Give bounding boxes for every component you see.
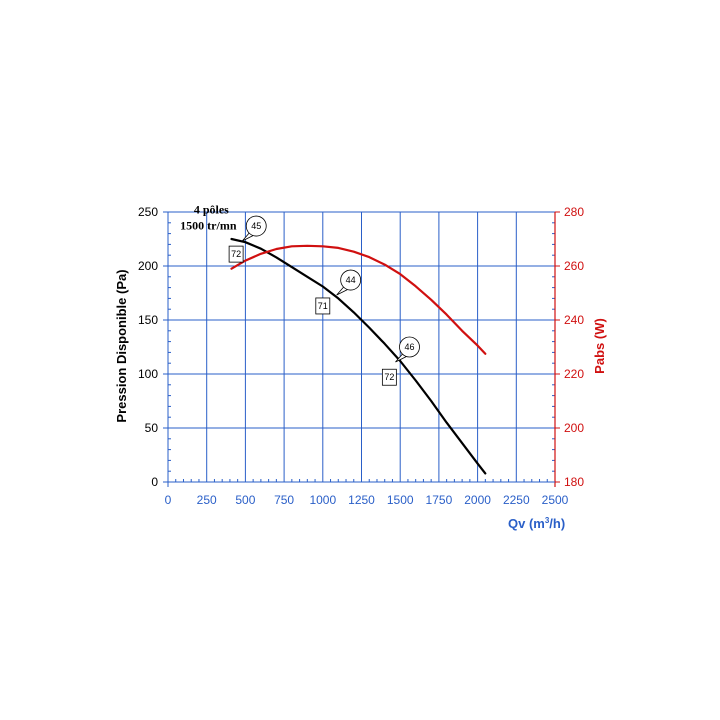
curve-bubble-marker: 46 — [395, 336, 420, 363]
box-frame — [228, 245, 244, 263]
box-frame — [315, 297, 331, 315]
y-left-tick-label: 100 — [138, 367, 158, 381]
pressure-curve — [230, 237, 487, 475]
axes — [163, 211, 560, 487]
x-tick-label: 2000 — [464, 493, 491, 507]
y-left-tick-label: 250 — [138, 205, 158, 219]
x-tick-label: 0 — [165, 493, 172, 507]
box-label: 72 — [384, 372, 394, 382]
y-left-tick-label: 50 — [145, 421, 159, 435]
curve-box-marker: 72 — [228, 245, 244, 263]
bubble-label: 44 — [346, 275, 356, 285]
x-tick-label: 1000 — [309, 493, 336, 507]
curve-bubble-marker: 45 — [241, 215, 267, 242]
y-right-tick-label: 280 — [564, 205, 584, 219]
curve-box-marker: 71 — [315, 297, 331, 315]
x-tick-label: 2250 — [503, 493, 530, 507]
series-lines — [230, 237, 487, 475]
y-right-tick-label: 200 — [564, 421, 584, 435]
x-tick-label: 1250 — [348, 493, 375, 507]
bubble-label: 46 — [404, 342, 414, 352]
y-right-tick-label: 240 — [564, 313, 584, 327]
power-curve — [230, 244, 487, 355]
y-right-axis-title: Pabs (W) — [592, 318, 607, 374]
bubble-circle — [245, 215, 267, 237]
x-tick-label: 2500 — [542, 493, 569, 507]
x-tick-label: 1750 — [426, 493, 453, 507]
x-axis-title-tail: /h) — [549, 516, 565, 531]
y-left-axis-title: Pression Disponible (Pa) — [114, 269, 129, 422]
annotation-speed: 1500 tr/mn — [180, 218, 237, 232]
box-label: 71 — [318, 301, 328, 311]
bubble-circle — [340, 269, 362, 291]
x-tick-label: 750 — [274, 493, 294, 507]
x-axis-title-sup: 3 — [545, 516, 550, 525]
curve-bubble-marker: 44 — [336, 269, 362, 296]
y-left-tick-label: 150 — [138, 313, 158, 327]
bubble-label: 45 — [251, 221, 261, 231]
y-left-tick-label: 0 — [151, 475, 158, 489]
y-right-tick-label: 260 — [564, 259, 584, 273]
curve-box-marker: 72 — [381, 368, 397, 386]
rpm-annotation: 4 pôles 1500 tr/mn — [180, 202, 237, 232]
x-axis-title-main: Qv (m — [508, 516, 545, 531]
y-right-tick-label: 180 — [564, 475, 584, 489]
box-label: 72 — [231, 249, 241, 259]
tick-labels: 0 250 500 750 1000 1250 1500 1750 2000 2250 2500 0 5… — [138, 205, 584, 507]
annotation-poles: 4 pôles — [194, 202, 229, 216]
x-tick-label: 1500 — [387, 493, 414, 507]
curve-markers: 45 44 46 72 71 72 — [228, 215, 420, 386]
x-axis-title: Qv (m3/h) — [508, 516, 565, 531]
x-tick-label: 250 — [197, 493, 217, 507]
box-frame — [381, 368, 397, 386]
grid — [167, 211, 556, 483]
y-left-tick-label: 200 — [138, 259, 158, 273]
y-right-tick-label: 220 — [564, 367, 584, 381]
x-tick-label: 500 — [235, 493, 255, 507]
bubble-circle — [399, 336, 420, 358]
